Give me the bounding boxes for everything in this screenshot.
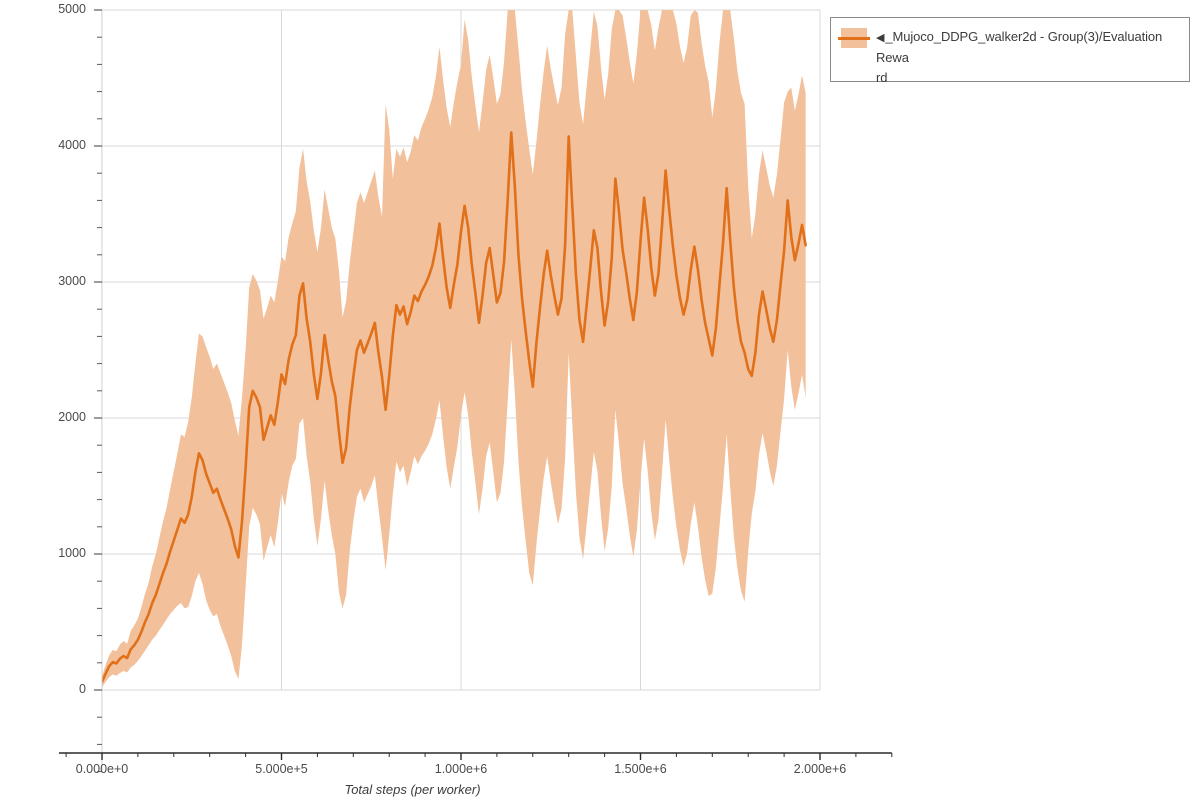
confidence-band-area: [102, 10, 806, 688]
confidence-band: [102, 10, 806, 688]
legend-label: ◀_Mujoco_DDPG_walker2d - Group(3)/Evalua…: [876, 27, 1179, 88]
x-axis-tick-label: 0.000e+0: [75, 762, 129, 776]
y-axis-tick-label: 4000: [58, 138, 86, 152]
x-axis-tick-label: 1.000e+6: [434, 762, 488, 776]
legend-line-swatch: [838, 37, 870, 40]
y-axis-tick-label: 5000: [58, 2, 86, 16]
legend-color-swatch: [838, 28, 870, 48]
x-axis-tick-label: 2.000e+6: [793, 762, 847, 776]
x-axis-title: Total steps (per worker): [344, 782, 481, 797]
legend-series-name: _Mujoco_DDPG_walker2d - Group(3)/Evaluat…: [876, 29, 1163, 85]
chart-legend[interactable]: ◀_Mujoco_DDPG_walker2d - Group(3)/Evalua…: [830, 17, 1190, 85]
axis-lines: [58, 9, 893, 773]
x-axis-tick-label: 1.500e+6: [614, 762, 667, 776]
y-axis-tick-label: 0: [79, 682, 86, 696]
mean-line: [102, 131, 807, 684]
y-axis-tick-label: 3000: [58, 274, 86, 288]
y-axis-tick-label: 1000: [58, 546, 86, 560]
x-axis-tick-label: 5.000e+5: [255, 762, 308, 776]
left-triangle-marker-icon: ◀: [876, 32, 885, 44]
mean-line-path: [102, 131, 807, 684]
legend-entry[interactable]: ◀_Mujoco_DDPG_walker2d - Group(3)/Evalua…: [838, 27, 1179, 88]
y-axis-tick-label: 2000: [58, 410, 86, 424]
